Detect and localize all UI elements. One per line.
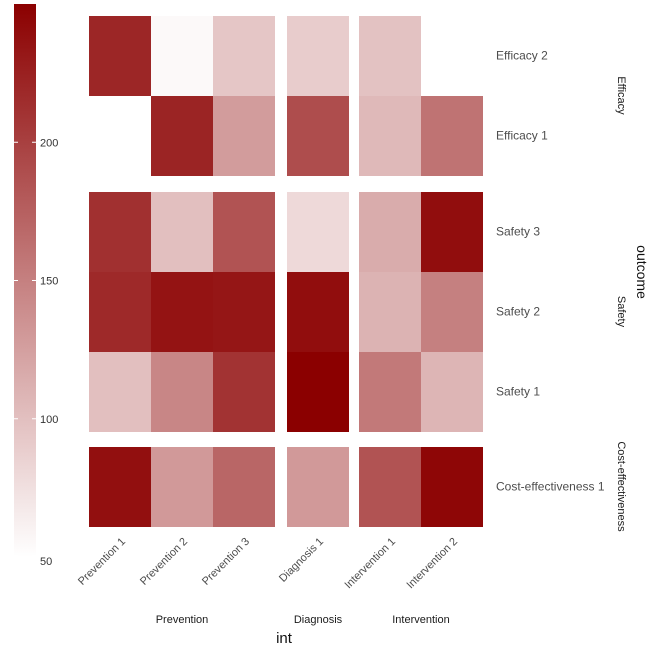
x-tick-label: Intervention 2 xyxy=(405,536,461,592)
legend-tick-label: 100 xyxy=(40,414,58,426)
heatmap-cell-prevention-3-efficacy-2 xyxy=(213,16,275,96)
color-legend-bar xyxy=(14,4,36,557)
heatmap-cell-diagnosis-1-safety-2 xyxy=(287,272,349,352)
heatmap-cell-intervention-2-safety-2 xyxy=(421,272,483,352)
y-tick-label: Efficacy 2 xyxy=(496,49,548,63)
heatmap-cell-intervention-1-efficacy-2 xyxy=(359,16,421,96)
y-tick-label: Safety 3 xyxy=(496,225,540,239)
heatmap-cell-intervention-2-efficacy-1 xyxy=(421,96,483,176)
heatmap-cell-prevention-1-safety-3 xyxy=(89,192,151,272)
x-tick-label: Prevention 1 xyxy=(76,536,128,588)
x-facet-strips: Prevention Diagnosis Intervention xyxy=(156,614,450,626)
heatmap-cell-prevention-3-safety-3 xyxy=(213,192,275,272)
heatmap-cell-prevention-1-cost-effectiveness-1 xyxy=(89,447,151,527)
x-facet-label-intervention: Intervention xyxy=(392,614,449,626)
legend-tick-label: 150 xyxy=(40,276,58,288)
heatmap-cells xyxy=(89,16,483,527)
y-facet-strips: Efficacy Safety Cost-effectiveness xyxy=(615,76,627,532)
heatmap-cell-prevention-2-safety-3 xyxy=(151,192,213,272)
heatmap-cell-prevention-3-efficacy-1 xyxy=(213,96,275,176)
heatmap-cell-prevention-2-safety-1 xyxy=(151,352,213,432)
heatmap-cell-prevention-2-efficacy-1 xyxy=(151,96,213,176)
y-facet-label-efficacy: Efficacy xyxy=(615,76,627,115)
heatmap-cell-prevention-3-safety-2 xyxy=(213,272,275,352)
y-tick-label: Efficacy 1 xyxy=(496,129,548,143)
y-axis-title: outcome xyxy=(634,245,650,299)
heatmap-cell-prevention-3-safety-1 xyxy=(213,352,275,432)
heatmap-cell-diagnosis-1-efficacy-1 xyxy=(287,96,349,176)
x-tick-label: Prevention 2 xyxy=(138,536,190,588)
y-facet-label-cost-effectiveness: Cost-effectiveness xyxy=(615,441,627,532)
heatmap-cell-prevention-2-safety-2 xyxy=(151,272,213,352)
heatmap-cell-diagnosis-1-safety-1 xyxy=(287,352,349,432)
heatmap-cell-diagnosis-1-safety-3 xyxy=(287,192,349,272)
x-tick-labels: Prevention 1 Prevention 2 Prevention 3 Diag… xyxy=(76,536,460,592)
heatmap-cell-diagnosis-1-efficacy-2 xyxy=(287,16,349,96)
y-tick-label: Safety 2 xyxy=(496,305,540,319)
heatmap-cell-prevention-1-efficacy-2 xyxy=(89,16,151,96)
color-legend: 50 100 150 200 xyxy=(14,4,58,568)
heatmap-cell-intervention-1-safety-2 xyxy=(359,272,421,352)
y-tick-label: Safety 1 xyxy=(496,385,540,399)
heatmap-cell-intervention-2-cost-effectiveness-1 xyxy=(421,447,483,527)
color-legend-ticks: 50 100 150 200 xyxy=(14,137,58,568)
heatmap-cell-prevention-1-safety-2 xyxy=(89,272,151,352)
x-tick-label: Diagnosis 1 xyxy=(277,536,326,585)
y-tick-label: Cost-effectiveness 1 xyxy=(496,480,605,494)
heatmap-cell-prevention-2-efficacy-2 xyxy=(151,16,213,96)
y-tick-labels: Efficacy 2 Efficacy 1 Safety 3 Safety 2 Safe… xyxy=(496,49,605,494)
legend-tick-label: 200 xyxy=(40,137,58,149)
x-tick-label: Prevention 3 xyxy=(200,536,252,588)
heatmap-cell-diagnosis-1-cost-effectiveness-1 xyxy=(287,447,349,527)
heatmap-cell-intervention-1-safety-3 xyxy=(359,192,421,272)
heatmap-cell-intervention-1-efficacy-1 xyxy=(359,96,421,176)
heatmap-cell-intervention-1-safety-1 xyxy=(359,352,421,432)
x-facet-label-prevention: Prevention xyxy=(156,614,209,626)
heatmap-cell-prevention-3-cost-effectiveness-1 xyxy=(213,447,275,527)
x-axis-title: int xyxy=(276,630,293,647)
y-facet-label-safety: Safety xyxy=(615,296,627,328)
x-facet-label-diagnosis: Diagnosis xyxy=(294,614,343,626)
legend-tick-label: 50 xyxy=(40,556,52,568)
heatmap-cell-intervention-1-cost-effectiveness-1 xyxy=(359,447,421,527)
heatmap-cell-prevention-1-safety-1 xyxy=(89,352,151,432)
heatmap-cell-prevention-2-cost-effectiveness-1 xyxy=(151,447,213,527)
heatmap-cell-intervention-2-safety-1 xyxy=(421,352,483,432)
x-tick-label: Intervention 1 xyxy=(343,536,399,592)
heatmap-cell-intervention-2-safety-3 xyxy=(421,192,483,272)
